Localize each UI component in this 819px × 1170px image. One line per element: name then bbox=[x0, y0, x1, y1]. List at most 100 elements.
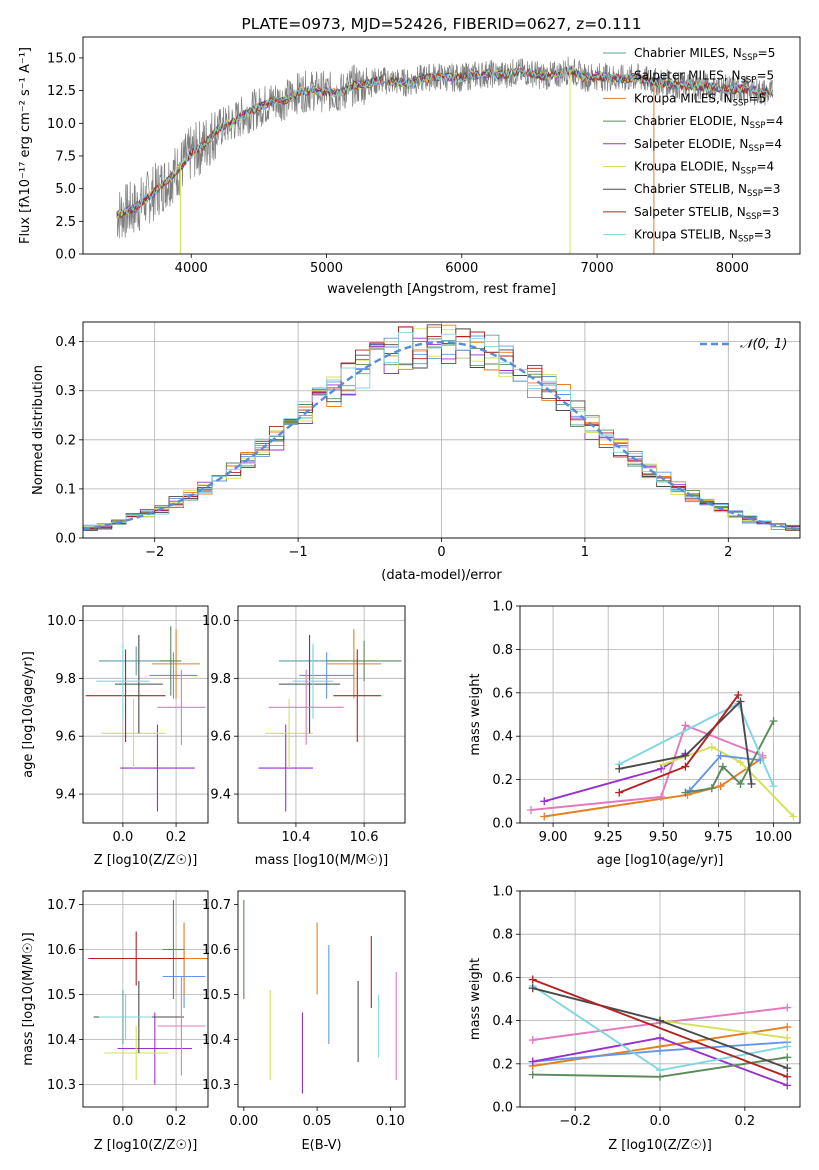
weight-marker bbox=[734, 690, 743, 699]
weight-marker bbox=[718, 762, 727, 771]
y-tick-label: 2.5 bbox=[55, 215, 76, 230]
y-tick-label: 0.4 bbox=[55, 335, 76, 350]
weight-marker bbox=[769, 717, 778, 726]
x-tick-label: 0.0 bbox=[650, 1114, 671, 1129]
weight-marker bbox=[659, 760, 668, 769]
axes-frame bbox=[237, 605, 406, 824]
errorbar bbox=[299, 652, 354, 699]
weight-marker bbox=[681, 721, 690, 730]
y-tick-label: 0.4 bbox=[492, 730, 513, 745]
y-axis-label: mass weight bbox=[468, 673, 483, 755]
y-tick-label: 10.4 bbox=[47, 1033, 76, 1048]
axes-frame bbox=[82, 605, 209, 824]
legend-label-tail: =5 bbox=[749, 91, 767, 105]
legend-label-main: Chabrier STELIB, N bbox=[634, 182, 747, 196]
axes-frame bbox=[82, 36, 801, 255]
panel-mass_vs_Z: 0.0 0.2 10.3 10.4 10.5 10.6 10.7 Z [log10(Z/Z☉)… bbox=[21, 890, 209, 1153]
y-tick-label: 10.5 bbox=[47, 988, 76, 1003]
legend-label-main: Chabrier MILES, N bbox=[634, 46, 742, 60]
y-tick-label: 10.3 bbox=[47, 1078, 76, 1093]
weight-marker bbox=[736, 779, 745, 788]
weight-marker bbox=[736, 697, 745, 706]
y-tick-label: 0.6 bbox=[492, 971, 513, 986]
y-tick-label: 9.8 bbox=[210, 672, 231, 687]
legend-label-main: Kroupa MILES, N bbox=[634, 91, 733, 105]
weight-marker bbox=[540, 797, 549, 806]
y-tick-label: 10.6 bbox=[47, 943, 76, 958]
y-axis-label: mass weight bbox=[468, 958, 483, 1040]
legend-label-main: Salpeter ELODIE, N bbox=[634, 137, 748, 151]
x-tick-label: 9.75 bbox=[704, 830, 733, 845]
plot-area-residuals bbox=[83, 324, 800, 531]
legend-label: Kroupa STELIB, NSSP=3 bbox=[634, 228, 772, 245]
errorbar bbox=[278, 634, 341, 734]
plot-area-weight_vs_age bbox=[527, 690, 798, 821]
axes-frame bbox=[82, 890, 209, 1108]
x-tick-label: 0.2 bbox=[166, 830, 187, 845]
weight-marker bbox=[783, 1072, 792, 1081]
legend-label: Kroupa MILES, NSSP=5 bbox=[634, 91, 766, 108]
x-axis-label: (data-model)/error bbox=[381, 568, 502, 583]
legend-label: Salpeter STELIB, NSSP=3 bbox=[634, 205, 779, 222]
panel-residuals: −2 −1 0 1 2 0.0 0.1 0.2 0.3 0.4 (data-model)/error… bbox=[31, 321, 801, 583]
y-tick-label: 7.5 bbox=[55, 149, 76, 164]
legend-label: Chabrier MILES, NSSP=5 bbox=[634, 46, 775, 63]
y-tick-label: 10.7 bbox=[47, 898, 76, 913]
y-tick-label: 0.0 bbox=[492, 817, 513, 832]
y-tick-label: 10.7 bbox=[202, 898, 231, 913]
weight-marker bbox=[736, 758, 745, 767]
weight-marker bbox=[783, 1064, 792, 1073]
x-tick-label: 0.0 bbox=[113, 1114, 134, 1129]
y-tick-label: 0.8 bbox=[492, 643, 513, 658]
legend-label: Chabrier ELODIE, NSSP=4 bbox=[634, 114, 783, 131]
legend-label-main: Kroupa STELIB, N bbox=[634, 228, 738, 242]
weight-line bbox=[532, 978, 788, 1078]
x-tick-label: 4000 bbox=[175, 261, 208, 276]
x-tick-label: 10.6 bbox=[350, 830, 379, 845]
y-tick-label: 0.1 bbox=[55, 482, 76, 497]
legend-label-sub: SSP bbox=[750, 121, 766, 131]
x-tick-label: 7000 bbox=[581, 261, 614, 276]
plot-area-mass_vs_ebv bbox=[243, 900, 397, 1094]
y-axis-label: age [log10(age/yr)] bbox=[21, 651, 36, 778]
axes-frame bbox=[519, 605, 801, 824]
weight-marker bbox=[783, 1042, 792, 1051]
chart-title: PLATE=0973, MJD=52426, FIBERID=0627, z=0… bbox=[241, 15, 641, 33]
legend-label-tail: =5 bbox=[758, 46, 776, 60]
weight-marker bbox=[783, 1081, 792, 1090]
weight-marker bbox=[528, 1036, 537, 1045]
weight-marker bbox=[615, 764, 624, 773]
weight-marker bbox=[681, 762, 690, 771]
legend-label-sub: SSP bbox=[746, 212, 762, 222]
x-axis-label: mass [log10(M/M☉)] bbox=[255, 853, 388, 868]
y-tick-label: 10.0 bbox=[47, 614, 76, 629]
legend-label-sub: SSP bbox=[738, 235, 754, 245]
errorbar bbox=[117, 1012, 193, 1085]
axes-frame bbox=[237, 890, 406, 1108]
x-tick-label: 10.00 bbox=[755, 830, 792, 845]
y-tick-label: 0.2 bbox=[492, 1057, 513, 1072]
x-axis-label: wavelength [Angstrom, rest frame] bbox=[327, 282, 556, 297]
weight-marker bbox=[657, 764, 666, 773]
x-tick-label: 8000 bbox=[716, 261, 749, 276]
errorbar bbox=[85, 649, 166, 742]
weight-line bbox=[530, 724, 763, 811]
x-tick-label: 0.2 bbox=[735, 1114, 756, 1129]
x-axis-label: Z [log10(Z/Z☉)] bbox=[94, 1138, 198, 1153]
weight-marker bbox=[783, 1023, 792, 1032]
x-tick-label: 0.2 bbox=[166, 1114, 187, 1129]
errorbar bbox=[98, 994, 153, 1040]
y-tick-label: 9.6 bbox=[210, 730, 231, 745]
panel-weight_vs_Z: −0.2 0.0 0.2 0.0 0.2 0.4 0.6 0.8 1.0 Z [log10(Z/Z… bbox=[468, 885, 801, 1153]
legend-label: 𝒩(0, 1) bbox=[740, 337, 787, 352]
weight-marker bbox=[783, 1053, 792, 1062]
x-tick-label: 2 bbox=[724, 545, 732, 560]
y-tick-label: 0.2 bbox=[492, 773, 513, 788]
legend-label-sub: SSP bbox=[741, 167, 757, 177]
weight-marker bbox=[540, 812, 549, 821]
x-tick-label: 5000 bbox=[310, 261, 343, 276]
legend-label-sub: SSP bbox=[733, 98, 749, 108]
weight-marker bbox=[656, 1033, 664, 1042]
panel-age_vs_mass: 10.4 10.6 9.4 9.6 9.8 10.0 mass [log10(M/M☉)] bbox=[202, 605, 406, 868]
